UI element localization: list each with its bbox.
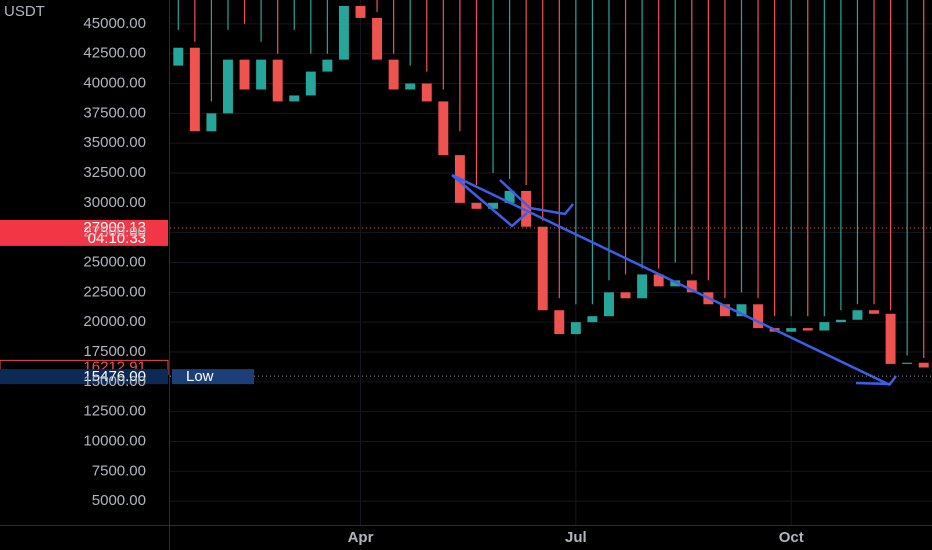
candle-body (719, 304, 730, 317)
y-tick-label: 27500.00 (83, 224, 146, 241)
x-tick-label: Apr (348, 529, 374, 546)
candle-body (835, 319, 846, 323)
candle-body (902, 362, 913, 364)
y-tick-label: 45000.00 (83, 15, 146, 32)
trend-line (451, 173, 891, 387)
candle-body (471, 202, 482, 209)
candle-body (852, 310, 863, 320)
candle-body (372, 17, 383, 60)
y-tick-label: 5000.00 (92, 492, 146, 509)
candle-body (637, 274, 648, 299)
candle-body (289, 95, 300, 102)
y-tick-label: 40000.00 (83, 74, 146, 91)
y-tick-label: 20000.00 (83, 313, 146, 330)
y-tick-label: 15000.00 (83, 373, 146, 390)
countdown-label: 04:10:33 (88, 230, 146, 247)
candle-body (736, 304, 747, 317)
trend-drawings (451, 173, 897, 387)
candle-body (305, 71, 316, 96)
unit-label: USDT (4, 3, 45, 20)
candle-body (405, 83, 416, 90)
candle-body (488, 202, 498, 209)
candle-body (223, 59, 233, 114)
x-tick-label: Oct (779, 529, 804, 546)
candle-body (388, 59, 399, 90)
candle-body (869, 310, 879, 314)
price-label-box (0, 219, 168, 246)
price-label: 27900.13 (83, 219, 146, 236)
x-tick-label: Jul (565, 529, 587, 546)
candle-body (686, 280, 697, 293)
trend-line (855, 375, 897, 386)
candle-body (189, 47, 200, 132)
candle-body (537, 226, 548, 311)
candle-body (753, 304, 764, 329)
candle-body (653, 274, 664, 287)
candle-body (918, 362, 929, 368)
candle-body (521, 190, 532, 227)
candle-body (239, 59, 250, 90)
candle-body (272, 59, 283, 102)
candle-body (206, 113, 217, 132)
y-tick-label: 30000.00 (83, 194, 146, 211)
low-label: 15476.00 (83, 368, 146, 385)
low-label-box (0, 369, 168, 385)
trend-line (451, 174, 528, 228)
candle-body (604, 292, 614, 317)
y-tick-label: 17500.00 (83, 343, 146, 360)
y-tick-label: 42500.00 (83, 45, 146, 62)
y-tick-label: 32500.00 (83, 164, 146, 181)
candle-body (438, 101, 449, 156)
y-tick-label: 10000.00 (83, 432, 146, 449)
candle-body (338, 5, 349, 60)
y-tick-label: 22500.00 (83, 283, 146, 300)
y-tick-label: 7500.00 (92, 462, 146, 479)
candle-body (587, 316, 598, 323)
candle-body (620, 292, 631, 299)
candle-body (322, 59, 333, 72)
trend-line (499, 179, 574, 216)
candle-body (421, 83, 432, 102)
candle-body (802, 328, 813, 331)
candle-body (570, 322, 581, 335)
y-tick-label: 12500.00 (83, 403, 146, 420)
y-tick-label: 35000.00 (83, 134, 146, 151)
low-tag-box (172, 369, 254, 385)
candle-body (173, 47, 184, 66)
candle-body (355, 5, 366, 18)
y-tick-label: 37500.00 (83, 104, 146, 121)
candle-body (256, 59, 267, 90)
y-tick-label: 25000.00 (83, 253, 146, 270)
low-tag: Low (186, 368, 214, 385)
candle-body (554, 310, 565, 335)
candle-body (819, 322, 830, 331)
candle-body (504, 190, 515, 203)
candle-body (885, 313, 896, 364)
candle-body (786, 328, 797, 332)
